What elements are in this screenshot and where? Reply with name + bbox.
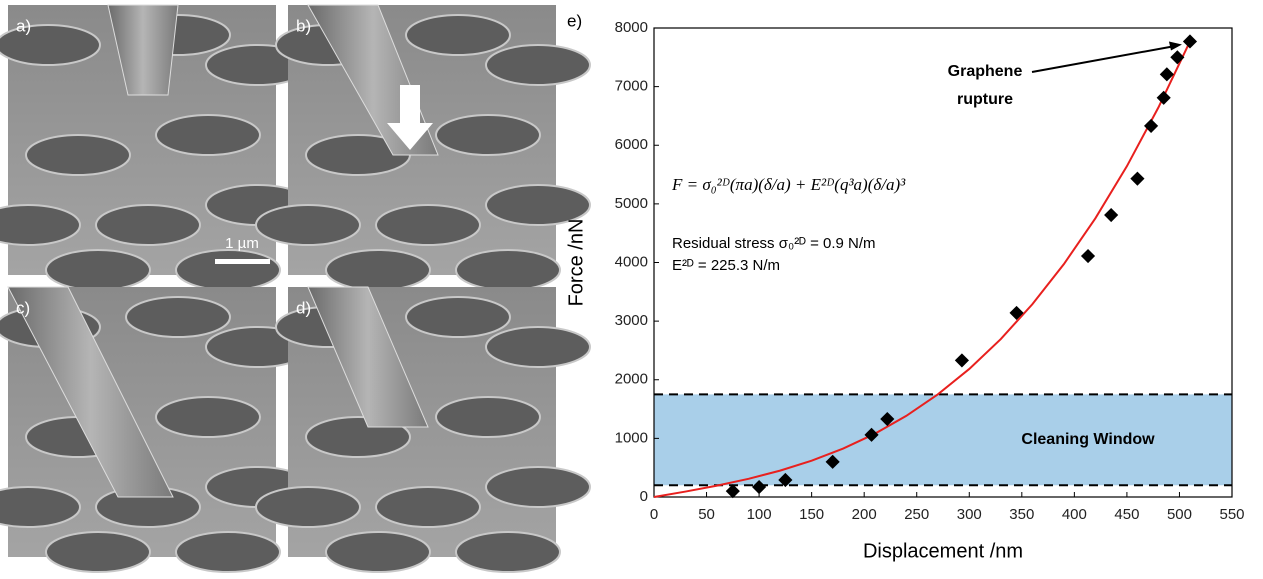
hole bbox=[0, 25, 100, 65]
y-tick-label: 5000 bbox=[615, 195, 648, 212]
y-tick-label: 4000 bbox=[615, 253, 648, 270]
annotation: E²ᴰ = 225.3 N/m bbox=[672, 257, 780, 274]
panel-label: c) bbox=[16, 298, 30, 317]
y-tick-label: 0 bbox=[640, 488, 648, 505]
x-tick-label: 450 bbox=[1114, 506, 1139, 523]
hole bbox=[256, 487, 360, 527]
y-tick-label: 3000 bbox=[615, 312, 648, 329]
x-tick-label: 250 bbox=[904, 506, 929, 523]
page: {"images": {"panels": [{"label": "a)"}, … bbox=[0, 0, 1263, 574]
x-tick-label: 550 bbox=[1219, 506, 1244, 523]
hole bbox=[126, 297, 230, 337]
data-point bbox=[1104, 208, 1118, 222]
hole bbox=[26, 135, 130, 175]
arrow-annotation: Graphene bbox=[948, 63, 1023, 80]
x-tick-label: 350 bbox=[1009, 506, 1034, 523]
equation: F = σ₀²ᴰ(πa)(δ/a) + E²ᴰ(q³a)(δ/a)³ bbox=[671, 175, 906, 194]
y-tick-label: 2000 bbox=[615, 371, 648, 388]
sem-image: c) bbox=[0, 287, 310, 572]
hole bbox=[486, 467, 590, 507]
x-tick-label: 200 bbox=[852, 506, 877, 523]
hole bbox=[436, 397, 540, 437]
y-tick-label: 6000 bbox=[615, 136, 648, 153]
data-point bbox=[955, 353, 969, 367]
data-point bbox=[1009, 306, 1023, 320]
hole bbox=[46, 532, 150, 572]
arrow-annotation: rupture bbox=[957, 91, 1013, 108]
data-point bbox=[1081, 249, 1095, 263]
hole bbox=[376, 205, 480, 245]
panel-label: d) bbox=[296, 298, 311, 317]
sem-image: b) bbox=[256, 5, 590, 290]
hole bbox=[406, 15, 510, 55]
y-axis-title: Force /nN bbox=[565, 219, 587, 307]
hole bbox=[456, 250, 560, 290]
x-tick-label: 400 bbox=[1062, 506, 1087, 523]
hole bbox=[486, 45, 590, 85]
hole bbox=[406, 297, 510, 337]
hole bbox=[156, 397, 260, 437]
scale-bar-label: 1 µm bbox=[225, 235, 259, 252]
hole bbox=[486, 327, 590, 367]
arrow-line bbox=[1032, 45, 1178, 72]
sem-image: d) bbox=[256, 287, 590, 572]
y-tick-label: 8000 bbox=[615, 19, 648, 36]
x-tick-label: 50 bbox=[698, 506, 715, 523]
sem-panels: a) 1 µm b) c) d) bbox=[0, 5, 590, 572]
data-point bbox=[1170, 50, 1184, 64]
hole bbox=[456, 532, 560, 572]
hole bbox=[176, 250, 280, 290]
x-axis-title: Displacement /nm bbox=[863, 540, 1023, 562]
x-tick-label: 100 bbox=[747, 506, 772, 523]
data-point bbox=[1157, 91, 1171, 105]
data-point bbox=[1183, 34, 1197, 48]
figure: a) 1 µm b) c) d) Cleaning Window 0 50 100 150 200… bbox=[0, 0, 1263, 574]
annotation: Residual stress σ₀²ᴰ = 0.9 N/m bbox=[672, 235, 876, 252]
hole bbox=[326, 532, 430, 572]
hole bbox=[176, 532, 280, 572]
hole bbox=[326, 250, 430, 290]
x-tick-label: 500 bbox=[1167, 506, 1192, 523]
y-tick-label: 1000 bbox=[615, 429, 648, 446]
panel-label: e) bbox=[567, 11, 582, 30]
arrow-head bbox=[1169, 41, 1182, 50]
hole bbox=[46, 250, 150, 290]
y-tick-label: 7000 bbox=[615, 78, 648, 95]
sem-image: a) 1 µm bbox=[0, 5, 310, 290]
hole bbox=[256, 205, 360, 245]
hole bbox=[96, 205, 200, 245]
hole bbox=[156, 115, 260, 155]
band-label: Cleaning Window bbox=[1021, 431, 1155, 448]
x-tick-label: 0 bbox=[650, 506, 658, 523]
panel-label: a) bbox=[16, 16, 31, 35]
data-point bbox=[1130, 172, 1144, 186]
hole bbox=[376, 487, 480, 527]
x-tick-label: 300 bbox=[957, 506, 982, 523]
panel-label: b) bbox=[296, 16, 311, 35]
scale-bar bbox=[215, 259, 270, 264]
x-tick-label: 150 bbox=[799, 506, 824, 523]
hole bbox=[436, 115, 540, 155]
